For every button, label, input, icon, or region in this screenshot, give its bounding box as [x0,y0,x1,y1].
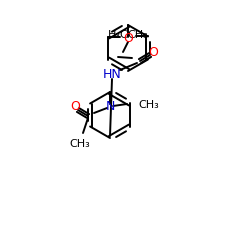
Text: CH₃: CH₃ [138,100,159,110]
Text: CH₃: CH₃ [70,139,90,149]
Text: HN: HN [103,68,122,82]
Text: CH₃: CH₃ [127,30,148,40]
Text: O: O [123,32,133,46]
Text: H₃C: H₃C [108,30,129,40]
Text: O: O [148,46,158,59]
Text: N: N [105,100,115,112]
Text: O: O [70,100,80,114]
